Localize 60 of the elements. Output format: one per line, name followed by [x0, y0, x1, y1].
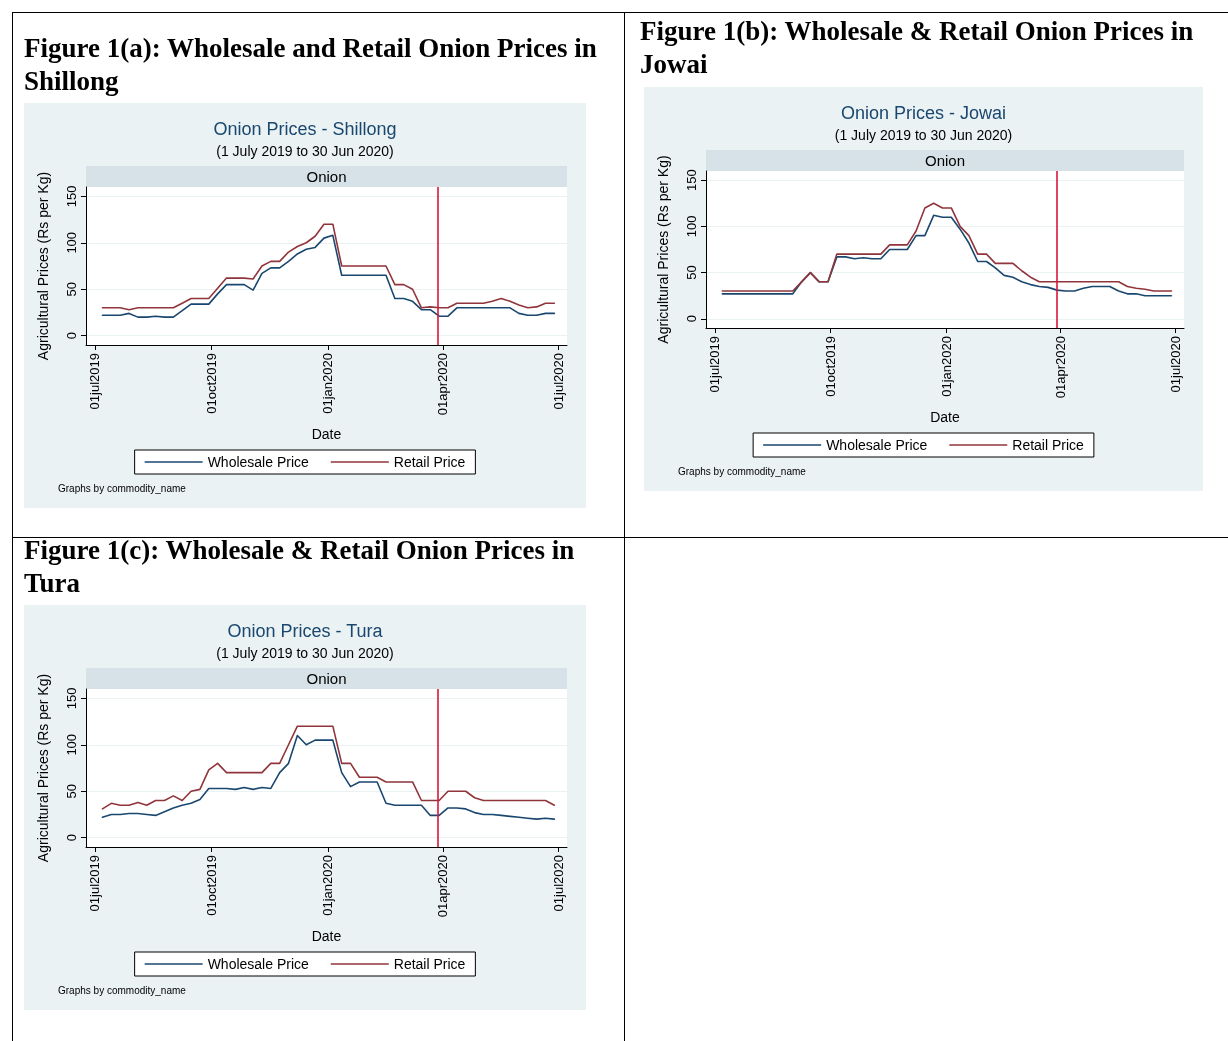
- legend-label: Wholesale Price: [207, 454, 309, 470]
- line-series: [101, 734, 556, 820]
- x-tick-label: 01apr2020: [435, 353, 451, 416]
- legend-label: Wholesale Price: [207, 956, 309, 972]
- x-tick-label: 01apr2020: [435, 855, 451, 918]
- caption: Figure 1(b): Wholesale & Retail Onion Prices in Jowai: [640, 15, 1195, 81]
- y-axis-title: Agricultural Prices (Rs per Kg): [35, 673, 51, 863]
- chart-title: Onion Prices - Tura: [227, 621, 384, 641]
- chart-subtitle: (1 July 2019 to 30 Jun 2020): [216, 143, 394, 159]
- line-series: [101, 234, 556, 318]
- chart-title: Onion Prices - Jowai: [840, 103, 1007, 123]
- text: Graphs by commodity_name: [678, 465, 807, 477]
- text: Onion: [306, 670, 347, 687]
- x-tick-label: 01oct2019: [823, 336, 839, 397]
- x-axis-title: Date: [311, 928, 342, 944]
- legend-label: Retail Price: [393, 956, 466, 972]
- y-tick-label: 0: [684, 315, 699, 323]
- line-series: [101, 223, 556, 311]
- y-axis-title: Agricultural Prices (Rs per Kg): [655, 155, 671, 344]
- legend-label: Wholesale Price: [826, 437, 928, 453]
- y-tick-label: 50: [64, 784, 79, 799]
- x-axis-title: Date: [930, 409, 960, 425]
- y-axis-title: Agricultural Prices (Rs per Kg): [35, 171, 51, 361]
- chart-subtitle: (1 July 2019 to 30 Jun 2020): [216, 645, 394, 661]
- text: Onion: [306, 168, 347, 185]
- text: Onion: [924, 152, 966, 169]
- y-tick-label: 100: [64, 733, 79, 756]
- chart-subtitle: (1 July 2019 to 30 Jun 2020): [834, 127, 1013, 143]
- legend-label: Retail Price: [393, 454, 466, 470]
- text: Graphs by commodity_name: [58, 984, 187, 996]
- x-tick-label: 01jul2020: [550, 855, 566, 912]
- x-tick-label: 01oct2019: [203, 855, 219, 916]
- caption: Figure 1(c): Wholesale & Retail Onion Prices in Tura: [24, 534, 576, 600]
- y-tick-label: 0: [64, 332, 79, 340]
- y-tick-label: 150: [64, 185, 79, 208]
- x-tick-label: 01jan2020: [320, 855, 336, 916]
- y-tick-label: 0: [64, 834, 79, 842]
- y-tick-label: 100: [64, 231, 79, 254]
- x-tick-label: 01jul2019: [707, 336, 723, 393]
- line-series: [721, 214, 1173, 297]
- x-tick-label: 01oct2019: [203, 353, 219, 414]
- x-tick-label: 01jul2020: [1167, 336, 1183, 393]
- line-series: [101, 725, 556, 810]
- y-tick-label: 50: [64, 282, 79, 297]
- y-tick-label: 150: [684, 169, 699, 192]
- x-tick-label: 01jul2019: [87, 353, 103, 410]
- y-tick-label: 100: [684, 215, 699, 238]
- x-tick-label: 01jul2020: [550, 353, 566, 410]
- x-tick-label: 01apr2020: [1053, 336, 1069, 399]
- chart-title: Onion Prices - Shillong: [213, 119, 397, 139]
- y-tick-label: 50: [684, 265, 699, 280]
- legend-label: Retail Price: [1012, 437, 1085, 453]
- x-tick-label: 01jan2020: [320, 353, 336, 414]
- line-series: [721, 202, 1173, 292]
- x-tick-label: 01jan2020: [938, 336, 954, 397]
- y-tick-label: 150: [64, 687, 79, 710]
- caption: Figure 1(a): Wholesale and Retail Onion Prices in Shillong: [24, 32, 598, 98]
- text: Graphs by commodity_name: [58, 482, 187, 494]
- x-axis-title: Date: [311, 426, 342, 442]
- x-tick-label: 01jul2019: [87, 855, 103, 912]
